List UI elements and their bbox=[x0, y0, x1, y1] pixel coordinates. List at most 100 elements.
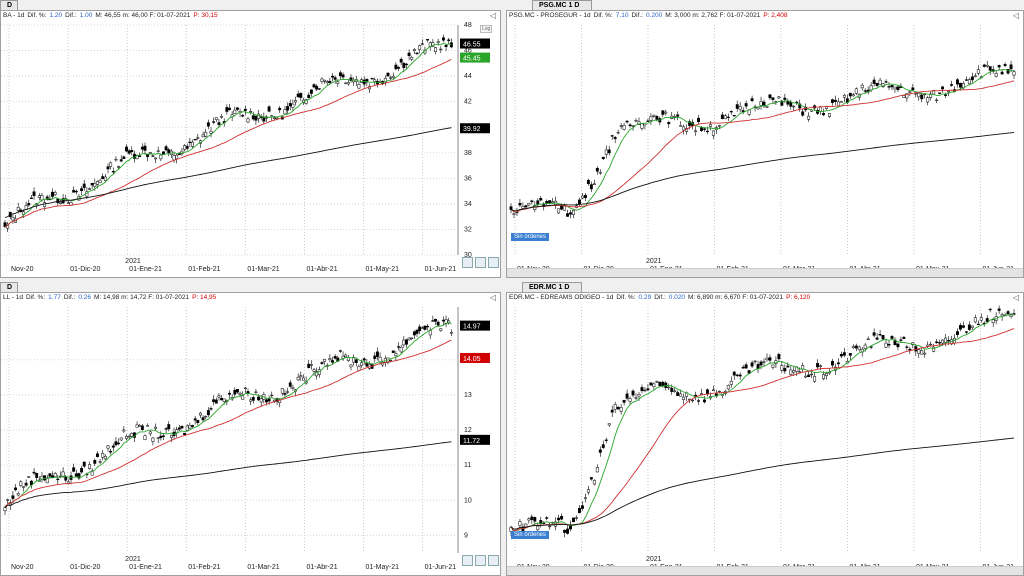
candle bbox=[956, 331, 959, 335]
candle bbox=[869, 346, 873, 348]
tab-bottom-left[interactable]: D bbox=[0, 282, 18, 292]
candle bbox=[762, 361, 766, 363]
candle bbox=[973, 317, 977, 323]
candle bbox=[783, 368, 787, 372]
tab-edr[interactable]: EDR.MC 1 D bbox=[522, 282, 582, 292]
candle bbox=[878, 79, 882, 85]
candle bbox=[214, 117, 218, 120]
candle bbox=[243, 108, 247, 111]
candle bbox=[768, 357, 772, 361]
candle bbox=[214, 399, 218, 404]
candle bbox=[905, 346, 909, 348]
candle bbox=[344, 82, 348, 84]
candle bbox=[101, 453, 105, 458]
settings-icon[interactable] bbox=[488, 555, 499, 566]
candle bbox=[114, 441, 118, 446]
candle bbox=[583, 497, 587, 499]
candle bbox=[836, 362, 840, 365]
candle bbox=[323, 358, 327, 362]
candle bbox=[976, 323, 980, 326]
price-tag: 14.97 bbox=[460, 320, 490, 331]
collapse-arrow-icon[interactable]: ◁ bbox=[489, 293, 496, 302]
price-chart[interactable]: 01-Nov-2001-Dic-2001-Ene-2101-Feb-2101-M… bbox=[507, 293, 1023, 575]
price-tag: 45.45 bbox=[460, 52, 490, 63]
candle bbox=[557, 517, 561, 521]
candle bbox=[228, 392, 231, 395]
candle bbox=[312, 369, 316, 372]
candle bbox=[191, 425, 194, 427]
candle bbox=[705, 389, 709, 394]
candle bbox=[328, 80, 332, 83]
x-tick-label: 01-May-21 bbox=[366, 564, 400, 571]
ma-long-line bbox=[510, 437, 1015, 530]
horizontal-scrollbar[interactable] bbox=[507, 268, 1023, 277]
candle bbox=[601, 156, 605, 159]
candle bbox=[80, 188, 84, 191]
horizontal-scrollbar[interactable] bbox=[507, 566, 1023, 575]
sin-ordenes-badge[interactable]: Sin órdenes bbox=[511, 531, 550, 539]
candle bbox=[338, 350, 342, 352]
candle bbox=[798, 103, 802, 109]
chart-panel-ba[interactable]: BA - 1d Dif. %: 1.20 Dif.: 1.00 M: 46,55 m: 4… bbox=[0, 10, 501, 278]
collapse-arrow-icon[interactable]: ◁ bbox=[489, 11, 496, 20]
candle bbox=[961, 325, 965, 328]
candle bbox=[875, 82, 879, 86]
price-chart[interactable]: Nov-20 01-Dic-20 01-Ene-21 01-Feb-21 01-Mar-… bbox=[1, 293, 500, 575]
candle bbox=[217, 395, 221, 398]
candle bbox=[566, 213, 570, 217]
collapse-arrow-icon[interactable]: ◁ bbox=[1012, 293, 1019, 302]
candle bbox=[572, 210, 575, 215]
candle bbox=[162, 435, 165, 437]
log-scale-toggle[interactable]: Log bbox=[480, 25, 493, 33]
price-tag: 11.72 bbox=[460, 434, 490, 445]
tab-psg[interactable]: PSG.MC 1 D bbox=[532, 0, 592, 10]
candle bbox=[839, 353, 843, 357]
save-icon[interactable] bbox=[475, 555, 486, 566]
candle bbox=[863, 90, 867, 92]
collapse-arrow-icon[interactable]: ◁ bbox=[1012, 11, 1019, 20]
candle bbox=[418, 45, 422, 50]
candle bbox=[164, 428, 168, 430]
fit-icon[interactable] bbox=[462, 555, 473, 566]
candle bbox=[628, 124, 632, 127]
chart-panel-psg[interactable]: PSG.MC - PROSEGUR - 1d Dif. %: 7.10 Dif.: 0.… bbox=[506, 10, 1024, 278]
chart-panel-edr[interactable]: EDR.MC - EDREAMS ODIGEO - 1d Dif. %: 0.29 D… bbox=[506, 292, 1024, 576]
candle bbox=[613, 137, 617, 140]
candle bbox=[405, 63, 408, 66]
candle bbox=[1000, 71, 1004, 75]
y-tick-label: 42 bbox=[464, 99, 472, 106]
candle bbox=[143, 145, 147, 151]
candle bbox=[610, 135, 614, 137]
price-chart[interactable]: Nov-20 01-Dic-20 01-Ene-21 01-Feb-21 01-Mar-… bbox=[1, 11, 500, 277]
candle bbox=[530, 516, 534, 520]
candle bbox=[77, 473, 81, 479]
candle bbox=[717, 125, 721, 127]
candle bbox=[813, 376, 817, 382]
candle bbox=[426, 39, 430, 41]
candle bbox=[238, 392, 242, 395]
candle bbox=[135, 424, 139, 428]
candle bbox=[146, 154, 150, 158]
sin-ordenes-badge[interactable]: Sin órdenes bbox=[511, 233, 550, 241]
tab-top-left[interactable]: D bbox=[0, 0, 18, 10]
candle bbox=[24, 482, 28, 486]
candle bbox=[373, 355, 377, 359]
candle bbox=[625, 393, 629, 399]
candle bbox=[74, 190, 78, 193]
candle bbox=[127, 435, 131, 438]
price-chart[interactable]: 01-Nov-2001-Dic-2001-Ene-2101-Feb-2101-M… bbox=[507, 11, 1023, 277]
candle bbox=[610, 409, 614, 413]
fit-icon[interactable] bbox=[462, 257, 473, 268]
candle bbox=[831, 99, 834, 103]
settings-icon[interactable] bbox=[488, 257, 499, 268]
candle bbox=[204, 131, 208, 137]
candle bbox=[56, 198, 60, 204]
info-pct-label: Dif. %: bbox=[26, 294, 46, 301]
save-icon[interactable] bbox=[475, 257, 486, 268]
candle bbox=[117, 166, 121, 168]
chart-panel-ll[interactable]: LL - 1d Dif. %: 1.77 Dif.: 0.26 M: 14,98 m: 1… bbox=[0, 292, 501, 576]
candle bbox=[177, 427, 181, 430]
candle bbox=[375, 351, 379, 357]
candle bbox=[130, 150, 134, 153]
candle bbox=[439, 328, 443, 331]
